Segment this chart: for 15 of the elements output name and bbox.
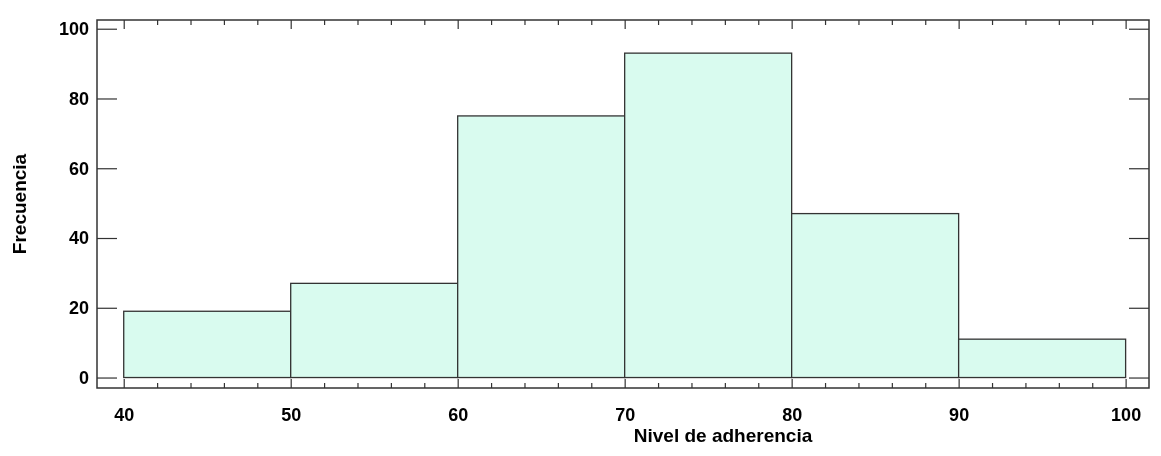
x-tick-label: 40 (114, 404, 135, 425)
x-tick-label: 60 (448, 404, 469, 425)
y-tick-label: 0 (78, 367, 89, 388)
x-tick-label: 90 (949, 404, 970, 425)
x-tick-label: 50 (281, 404, 302, 425)
x-tick-label: 100 (1111, 404, 1142, 425)
y-tick-label: 60 (68, 158, 89, 179)
x-axis-title: Nivel de adherencia (633, 425, 813, 446)
x-tick-label: 70 (615, 404, 636, 425)
x-tick-label: 80 (782, 404, 803, 425)
y-tick-label: 40 (68, 228, 89, 249)
y-tick-label: 80 (68, 88, 89, 109)
y-tick-label: 100 (58, 18, 89, 39)
y-tick-label: 20 (68, 298, 89, 319)
y-axis-title: Frecuencia (9, 153, 30, 255)
